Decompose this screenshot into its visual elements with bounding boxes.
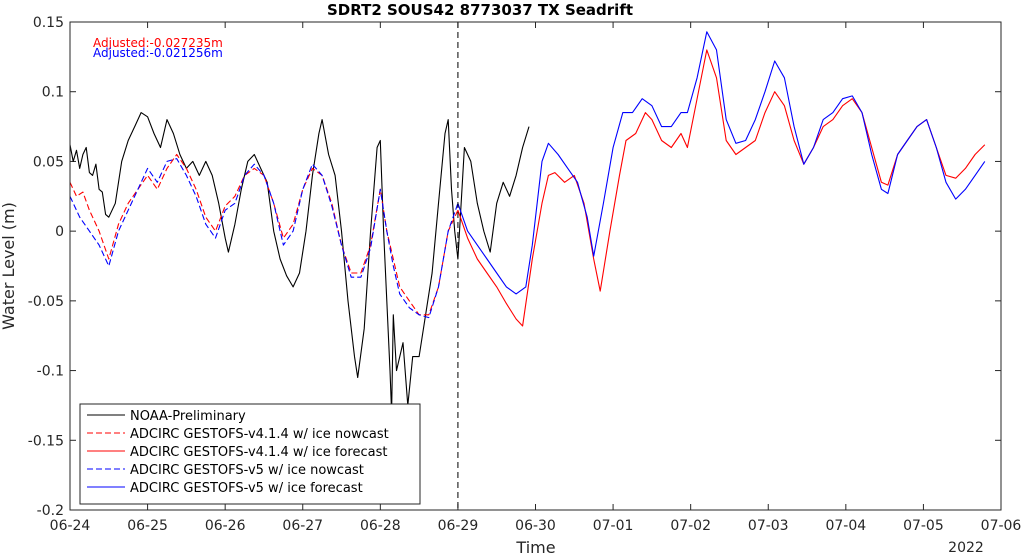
legend-box xyxy=(79,403,421,505)
series-line xyxy=(69,158,459,319)
x-tick-label: 06-30 xyxy=(515,518,556,534)
legend-label: ADCIRC GESTOFS-v4.1.4 w/ ice nowcast xyxy=(130,427,389,442)
y-tick-label: 0.1 xyxy=(42,85,64,101)
y-tick-label: -0.05 xyxy=(28,294,64,310)
x-tick-label: 06-27 xyxy=(282,518,323,534)
series-layer xyxy=(69,31,986,413)
x-tick-label: 07-06 xyxy=(981,518,1022,534)
adjustment-label-v5: Adjusted:-0.021256m xyxy=(93,46,223,60)
y-tick-label: -0.1 xyxy=(37,364,64,380)
x-tick-label: 07-03 xyxy=(748,518,789,534)
x-tick-label: 07-04 xyxy=(825,518,866,534)
y-tick-label: -0.2 xyxy=(37,503,64,519)
x-tick-label: 06-25 xyxy=(127,518,168,534)
x-tick-label: 06-26 xyxy=(205,518,246,534)
x-tick-label: 07-02 xyxy=(670,518,711,534)
legend-label: NOAA-Preliminary xyxy=(130,409,246,424)
chart-title: SDRT2 SOUS42 8773037 TX Seadrift xyxy=(327,1,633,19)
y-tick-label: 0.15 xyxy=(33,15,64,31)
y-tick-label: -0.15 xyxy=(28,433,64,449)
y-axis: -0.2 -0.15 -0.1 -0.05 0 0.05 0.1 0.15 xyxy=(28,15,1001,519)
year-label: 2022 xyxy=(948,540,984,555)
legend-label: ADCIRC GESTOFS-v5 w/ ice forecast xyxy=(130,481,363,496)
x-tick-label: 07-05 xyxy=(903,518,944,534)
legend-label: ADCIRC GESTOFS-v5 w/ ice nowcast xyxy=(130,463,364,478)
y-tick-label: 0 xyxy=(55,224,64,240)
x-axis: 06-24 06-25 06-26 06-27 06-28 06-29 06-30 07-01… xyxy=(50,22,1022,534)
series-line xyxy=(457,31,986,295)
x-axis-label: Time xyxy=(515,538,555,555)
plot-frame xyxy=(69,21,1002,511)
series-line xyxy=(69,112,530,413)
x-tick-label: 07-01 xyxy=(593,518,634,534)
legend: NOAA-Preliminary ADCIRC GESTOFS-v4.1.4 w/… xyxy=(79,403,421,505)
x-tick-label: 06-28 xyxy=(360,518,401,534)
x-tick-label: 06-29 xyxy=(438,518,479,534)
legend-label: ADCIRC GESTOFS-v4.1.4 w/ ice forecast xyxy=(130,445,387,460)
y-tick-label: 0.05 xyxy=(33,154,64,170)
adjustment-label-v4: Adjusted:-0.027235m xyxy=(93,36,223,50)
series-line xyxy=(457,49,986,327)
x-tick-label: 06-24 xyxy=(50,518,91,534)
y-axis-label: Water Level (m) xyxy=(0,202,18,330)
